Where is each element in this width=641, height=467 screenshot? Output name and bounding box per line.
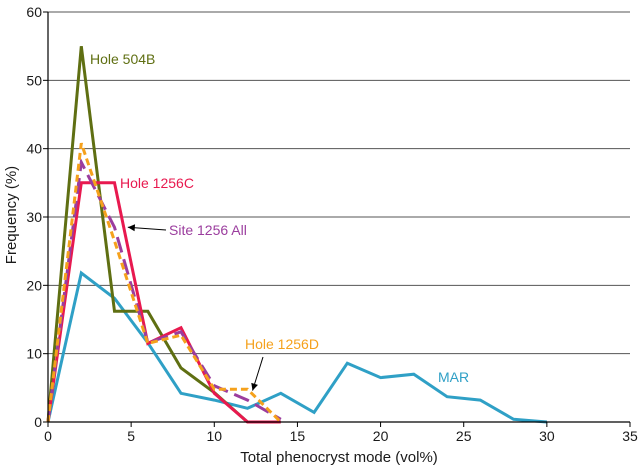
y-tick-label: 20 bbox=[26, 277, 42, 293]
y-tick-label: 10 bbox=[26, 346, 42, 362]
series-annotations: Hole 504B Hole 1256C Site 1256 All Hole 125… bbox=[90, 51, 469, 391]
y-axis-label: Frequency (%) bbox=[3, 166, 20, 264]
x-tick-label: 30 bbox=[539, 428, 555, 444]
annotation-arrowhead-hole-1256d bbox=[251, 382, 258, 391]
y-tick-label: 60 bbox=[26, 4, 42, 20]
annotation-label-hole-1256d: Hole 1256D bbox=[245, 336, 319, 352]
x-tick-label: 20 bbox=[373, 428, 389, 444]
x-tick-label: 15 bbox=[290, 428, 306, 444]
axes bbox=[43, 11, 631, 427]
series-line-hole-1256c bbox=[46, 181, 281, 424]
x-tick-label: 5 bbox=[127, 428, 135, 444]
x-tick-label: 25 bbox=[456, 428, 472, 444]
tick-labels: 0 5 10 15 20 25 30 35 0 10 20 30 40 50 60 bbox=[26, 4, 638, 444]
y-tick-label: 50 bbox=[26, 72, 42, 88]
x-tick-label: 0 bbox=[44, 428, 52, 444]
annotation-label-hole-504b: Hole 504B bbox=[90, 51, 155, 67]
x-axis-label: Total phenocryst mode (vol%) bbox=[240, 449, 438, 466]
x-tick-label: 35 bbox=[622, 428, 638, 444]
annotation-label-site-1256-all: Site 1256 All bbox=[169, 222, 247, 238]
annotation-arrowhead-site-1256-all bbox=[127, 224, 136, 232]
annotation-label-hole-1256c: Hole 1256C bbox=[120, 175, 194, 191]
series-line-hole-1256d bbox=[46, 142, 282, 424]
x-tick-label: 10 bbox=[206, 428, 222, 444]
grid-lines bbox=[48, 11, 630, 355]
series-line-site-1256-all bbox=[46, 157, 282, 423]
series-lines bbox=[46, 46, 548, 424]
y-tick-label: 40 bbox=[26, 141, 42, 157]
series-line-mar bbox=[46, 270, 548, 424]
y-tick-label: 30 bbox=[26, 209, 42, 225]
annotation-label-mar: MAR bbox=[438, 369, 469, 385]
y-tick-label: 0 bbox=[34, 414, 42, 430]
